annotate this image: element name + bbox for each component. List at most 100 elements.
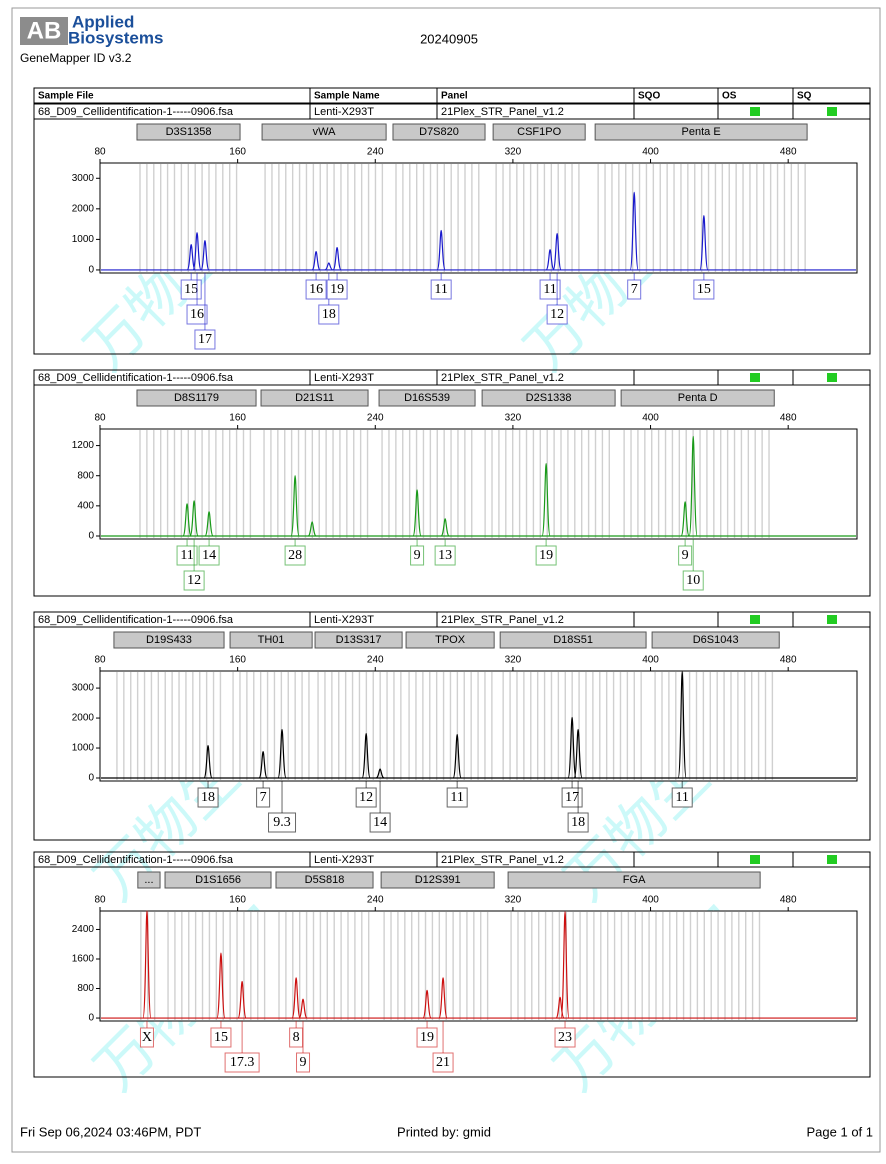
allele-box: [355, 787, 377, 808]
locus: [620, 389, 775, 407]
y-tick-label: 1000: [72, 743, 95, 754]
panel-row: [33, 369, 871, 386]
allele-box: [682, 570, 704, 591]
allele-box: [546, 304, 568, 325]
locus: [651, 631, 780, 649]
footer-page: Page 1 of 1: [807, 1124, 874, 1139]
y-tick-label: 0: [88, 1013, 94, 1024]
logo-box: [20, 17, 68, 45]
locus: [229, 631, 313, 649]
x-tick-label: 240: [367, 655, 384, 666]
allele-label: 11: [675, 790, 688, 805]
peak: [545, 249, 555, 271]
allele-box: [194, 329, 216, 350]
peak: [436, 229, 446, 271]
allele-label: 10: [686, 573, 700, 588]
locus: [314, 631, 403, 649]
allele-label: 11: [434, 282, 447, 297]
peak: [324, 262, 334, 271]
allele-box: [305, 279, 327, 300]
x-tick-label: 320: [505, 895, 522, 906]
x-tick-label: 160: [229, 655, 246, 666]
locus-name: D16S539: [404, 392, 450, 404]
allele-label: 8: [293, 1030, 300, 1045]
allele-box: [176, 545, 198, 566]
locus-name: D19S433: [146, 634, 192, 646]
y-tick-label: 2400: [72, 924, 95, 935]
allele-label: 16: [190, 307, 204, 322]
sq-flag: [827, 855, 837, 864]
x-tick-label: 320: [505, 147, 522, 158]
allele-box: [430, 279, 452, 300]
allele-label: 9.3: [273, 815, 291, 830]
peak: [677, 670, 687, 779]
peak: [142, 910, 152, 1019]
peak: [567, 716, 577, 779]
locus-name: D2S1338: [526, 392, 572, 404]
peak: [699, 214, 709, 271]
peak: [560, 911, 570, 1019]
os-flag: [750, 373, 760, 382]
allele-label: 14: [373, 815, 387, 830]
locus-name: vWA: [313, 126, 336, 138]
sq-flag: [827, 615, 837, 624]
locus: [261, 123, 387, 141]
allele-box: [318, 304, 340, 325]
os-flag: [750, 615, 760, 624]
allele-box: [446, 787, 468, 808]
locus-name: Penta E: [682, 126, 721, 138]
locus-name: D1S1656: [195, 874, 241, 886]
page-border: [11, 7, 881, 1153]
allele-label: 7: [631, 282, 638, 297]
x-tick-label: 400: [642, 147, 659, 158]
peak: [237, 980, 247, 1019]
peak: [680, 501, 690, 537]
allele-box: [284, 545, 306, 566]
allele-label: 9: [682, 548, 689, 563]
peak: [291, 977, 301, 1019]
allele-box: [416, 1027, 438, 1048]
y-tick-label: 1000: [72, 234, 95, 245]
allele-box: [268, 812, 297, 833]
peak: [452, 733, 462, 779]
panel-row: [33, 851, 871, 868]
x-tick-label: 400: [642, 413, 659, 424]
allele-label: 13: [438, 548, 452, 563]
allele-label: 15: [184, 282, 198, 297]
column-title: SQO: [638, 91, 660, 102]
peak: [688, 435, 698, 537]
locus: [260, 389, 369, 407]
x-tick-label: 480: [780, 413, 797, 424]
sample-file: 68_D09_Cellidentification-1-----0906.fsa: [38, 854, 234, 866]
x-tick-label: 240: [367, 147, 384, 158]
locus-name: TH01: [258, 634, 285, 646]
allele-label: 17: [198, 332, 212, 347]
peak: [541, 463, 551, 537]
allele-label: 17.3: [230, 1055, 255, 1070]
y-tick-label: 800: [77, 983, 94, 994]
allele-box: [326, 279, 348, 300]
brand: Biosystems: [68, 28, 163, 47]
allele-box: [535, 545, 557, 566]
x-tick-label: 400: [642, 895, 659, 906]
allele-label: 14: [202, 548, 216, 563]
panel-row: [33, 611, 871, 628]
locus: [499, 631, 647, 649]
y-tick-label: 1200: [72, 440, 95, 451]
allele-box: [369, 812, 391, 833]
allele-box: [139, 1027, 154, 1048]
allele-label: 16: [309, 282, 323, 297]
sq-flag: [827, 107, 837, 116]
allele-box: [296, 1052, 311, 1073]
peak: [200, 240, 210, 271]
locus-name: FGA: [623, 874, 646, 886]
y-tick-label: 2000: [72, 203, 95, 214]
allele-label: 15: [214, 1030, 228, 1045]
peak: [277, 728, 287, 779]
allele-label: 12: [359, 790, 373, 805]
allele-label: 21: [436, 1055, 450, 1070]
peak: [192, 232, 202, 271]
panel-name: 21Plex_STR_Panel_v1.2: [441, 614, 564, 626]
y-tick-label: 1600: [72, 954, 95, 965]
